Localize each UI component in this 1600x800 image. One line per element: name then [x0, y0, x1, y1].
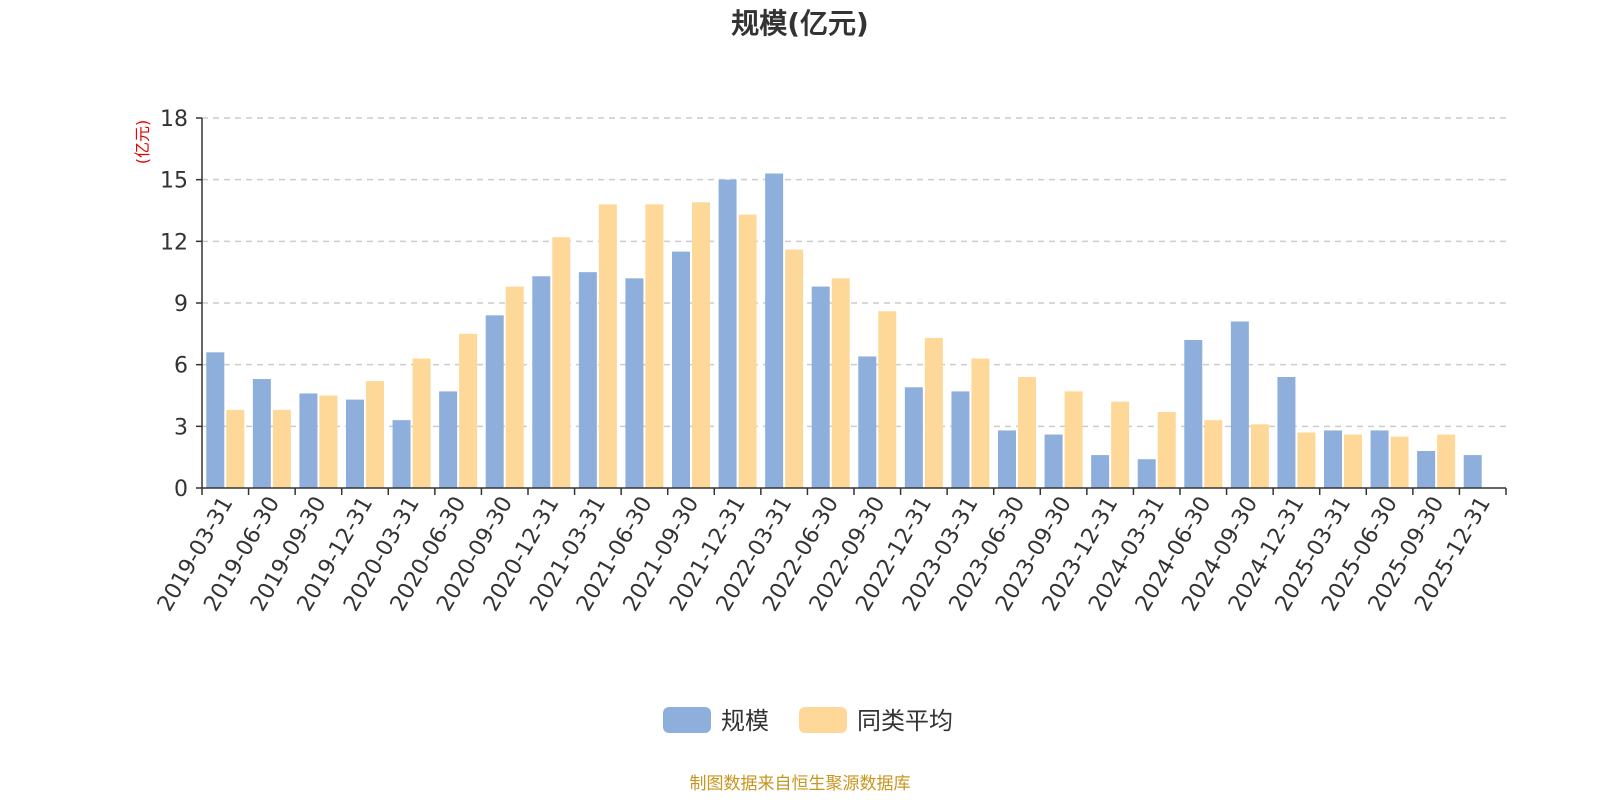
bar-scale — [1137, 459, 1156, 488]
bar-scale — [1370, 430, 1389, 488]
bar-peer-average — [552, 237, 571, 488]
bar-peer-average — [692, 202, 710, 488]
data-source-note: 制图数据来自恒生聚源数据库 — [690, 774, 911, 794]
bar-scale — [951, 391, 970, 488]
bar-scale — [299, 393, 318, 488]
bar-peer-average — [924, 337, 943, 488]
bar-peer-average — [598, 204, 617, 489]
bar-scale — [485, 315, 504, 488]
bar-scale — [672, 251, 690, 488]
bar-scale — [1417, 451, 1436, 488]
bar-peer-average — [459, 333, 478, 488]
y-axis-label: (亿元) — [133, 120, 152, 165]
legend[interactable]: 规模 同类平均 — [663, 707, 953, 735]
legend-label: 同类平均 — [857, 707, 953, 735]
y-tick-label: 12 — [160, 230, 188, 255]
bar-scale — [718, 179, 737, 488]
bar-peer-average — [738, 214, 757, 488]
bar-scale — [1184, 340, 1203, 488]
bars — [206, 173, 1482, 489]
bar-scale — [811, 286, 830, 488]
chart-title: 规模(亿元) — [731, 7, 869, 40]
bar-peer-average — [645, 204, 664, 489]
legend-item[interactable]: 同类平均 — [799, 707, 953, 735]
bar-peer-average — [1250, 424, 1269, 488]
bar-scale — [765, 173, 784, 488]
bar-peer-average — [1390, 436, 1409, 488]
bar-scale — [252, 379, 271, 488]
bar-scale — [998, 430, 1016, 488]
legend-swatch — [663, 707, 711, 733]
bar-scale — [439, 391, 458, 488]
bar-scale — [625, 278, 644, 488]
bar-peer-average — [366, 381, 384, 488]
bar-scale — [1324, 430, 1342, 488]
bar-scale — [1463, 455, 1482, 488]
bar-peer-average — [1111, 401, 1130, 488]
y-tick-label: 0 — [174, 477, 188, 502]
legend-item[interactable]: 规模 — [663, 707, 769, 735]
bar-scale — [1091, 455, 1110, 488]
bar-peer-average — [831, 278, 850, 488]
bar-peer-average — [1204, 420, 1223, 488]
bar-scale — [1230, 321, 1249, 488]
bar-peer-average — [785, 249, 804, 488]
bar-scale — [392, 420, 411, 488]
bar-peer-average — [1297, 432, 1316, 488]
bar-peer-average — [412, 358, 431, 488]
bar-peer-average — [505, 286, 524, 488]
y-tick-label: 9 — [174, 292, 188, 317]
bar-peer-average — [1064, 391, 1083, 488]
y-tick-label: 6 — [174, 354, 188, 379]
y-tick-label: 3 — [174, 415, 188, 440]
bar-peer-average — [971, 358, 990, 488]
bar-peer-average — [272, 409, 291, 488]
bar-peer-average — [1157, 411, 1176, 488]
legend-swatch — [799, 707, 847, 733]
bar-scale — [858, 356, 877, 488]
bar-peer-average — [319, 395, 338, 488]
y-tick-label: 15 — [160, 169, 188, 194]
y-tick-label: 18 — [160, 107, 188, 132]
bar-scale — [532, 276, 551, 488]
bar-scale — [1044, 434, 1063, 488]
bar-peer-average — [226, 409, 245, 488]
legend-label: 规模 — [721, 707, 769, 735]
bar-peer-average — [1344, 434, 1362, 488]
bar-scale — [904, 387, 923, 488]
bar-peer-average — [878, 311, 897, 488]
bar-peer-average — [1018, 377, 1036, 488]
bar-scale — [346, 399, 364, 488]
bar-scale — [1277, 377, 1296, 488]
bar-scale — [578, 272, 597, 488]
bar-peer-average — [1437, 434, 1456, 488]
grid-lines — [202, 117, 1506, 428]
bar-scale — [206, 352, 225, 488]
